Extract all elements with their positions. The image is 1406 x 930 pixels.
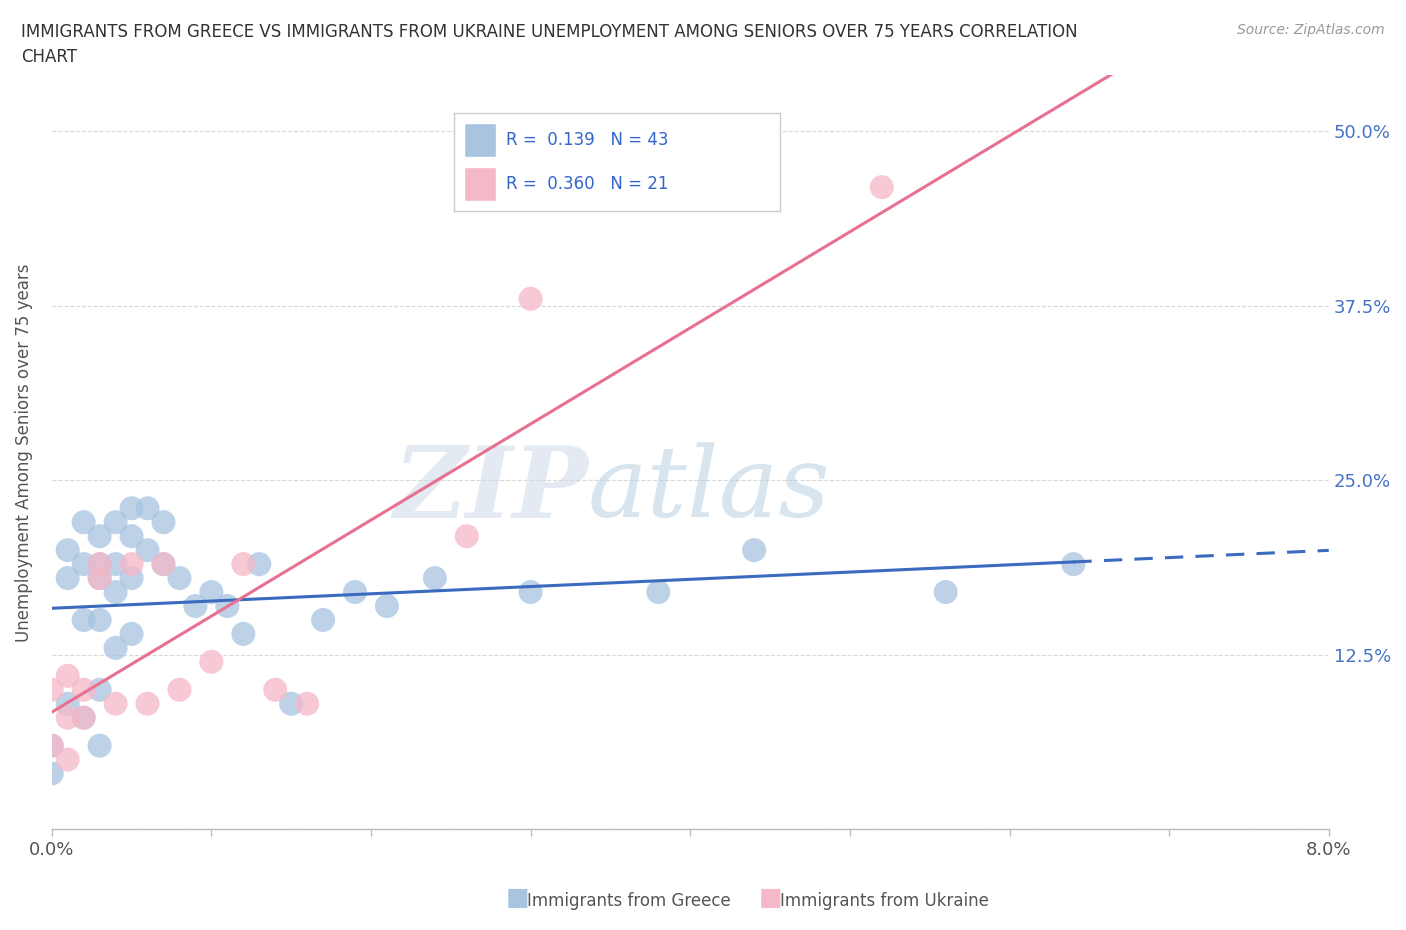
Point [375, 599, 398, 614]
Point [41, 738, 63, 753]
Point [295, 697, 318, 711]
Point [89, 571, 111, 586]
Point [73, 613, 96, 628]
Point [41, 738, 63, 753]
Point [136, 501, 159, 516]
Point [200, 655, 222, 670]
Point [121, 529, 143, 544]
Text: Source: ZipAtlas.com: Source: ZipAtlas.com [1237, 23, 1385, 37]
Point [456, 529, 478, 544]
Point [152, 557, 174, 572]
Point [935, 585, 957, 600]
Point [312, 613, 335, 628]
Text: ■: ■ [759, 885, 783, 910]
Point [423, 571, 446, 586]
Point [104, 557, 127, 572]
Point [870, 179, 893, 194]
Point [56, 571, 79, 586]
Y-axis label: Unemployment Among Seniors over 75 years: Unemployment Among Seniors over 75 years [15, 263, 32, 642]
Point [169, 683, 191, 698]
Point [519, 585, 541, 600]
Text: IMMIGRANTS FROM GREECE VS IMMIGRANTS FROM UKRAINE UNEMPLOYMENT AMONG SENIORS OVE: IMMIGRANTS FROM GREECE VS IMMIGRANTS FRO… [21, 23, 1078, 41]
Point [742, 543, 765, 558]
Point [232, 627, 254, 642]
Point [152, 557, 174, 572]
Point [104, 697, 127, 711]
Point [647, 585, 669, 600]
Text: CHART: CHART [21, 48, 77, 66]
Point [56, 752, 79, 767]
Text: ZIP: ZIP [394, 442, 588, 538]
Point [56, 669, 79, 684]
Point [89, 613, 111, 628]
Point [56, 543, 79, 558]
Point [56, 711, 79, 725]
Point [247, 557, 270, 572]
Text: atlas: atlas [588, 443, 831, 538]
Point [136, 543, 159, 558]
Point [169, 571, 191, 586]
Point [104, 515, 127, 530]
Point [89, 557, 111, 572]
Point [89, 529, 111, 544]
Point [89, 738, 111, 753]
Point [56, 697, 79, 711]
Point [344, 585, 367, 600]
Text: ■: ■ [506, 885, 530, 910]
Point [232, 557, 254, 572]
Point [184, 599, 207, 614]
Point [121, 501, 143, 516]
Text: Immigrants from Ukraine: Immigrants from Ukraine [780, 892, 990, 910]
Point [73, 515, 96, 530]
Point [152, 515, 174, 530]
Point [41, 766, 63, 781]
Point [89, 683, 111, 698]
Point [73, 557, 96, 572]
Point [104, 641, 127, 656]
Point [73, 711, 96, 725]
Point [136, 697, 159, 711]
Point [217, 599, 239, 614]
Point [121, 571, 143, 586]
Point [89, 571, 111, 586]
Point [89, 557, 111, 572]
Point [280, 697, 302, 711]
Text: Immigrants from Greece: Immigrants from Greece [527, 892, 731, 910]
Point [121, 557, 143, 572]
Point [73, 683, 96, 698]
Point [264, 683, 287, 698]
Point [1062, 557, 1084, 572]
Point [519, 291, 541, 306]
Point [41, 683, 63, 698]
Point [73, 711, 96, 725]
Point [104, 585, 127, 600]
Point [121, 627, 143, 642]
Point [200, 585, 222, 600]
